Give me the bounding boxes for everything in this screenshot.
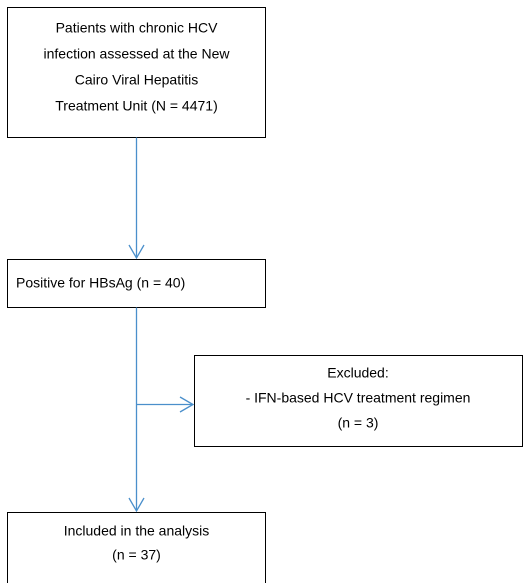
node-text: Included in the analysis xyxy=(64,523,210,539)
box-included xyxy=(7,512,266,583)
node-text: Patients with chronic HCV xyxy=(56,20,219,36)
arrow-head xyxy=(128,497,145,513)
node-text: infection assessed at the New xyxy=(44,46,231,62)
node-text: Treatment Unit (N = 4471) xyxy=(55,98,218,114)
box-patients xyxy=(7,7,266,138)
arrow-head xyxy=(128,244,145,260)
box-positive xyxy=(7,259,266,308)
arrow-head xyxy=(179,396,195,413)
node-text: (n = 37) xyxy=(112,547,161,563)
box-excluded xyxy=(194,355,523,447)
node-text: - IFN-based HCV treatment regimen xyxy=(246,390,471,406)
node-text: Excluded: xyxy=(327,365,388,381)
node-text: (n = 3) xyxy=(338,415,379,431)
node-text: Positive for HBsAg (n = 40) xyxy=(16,275,185,291)
node-text: Cairo Viral Hepatitis xyxy=(75,72,198,88)
